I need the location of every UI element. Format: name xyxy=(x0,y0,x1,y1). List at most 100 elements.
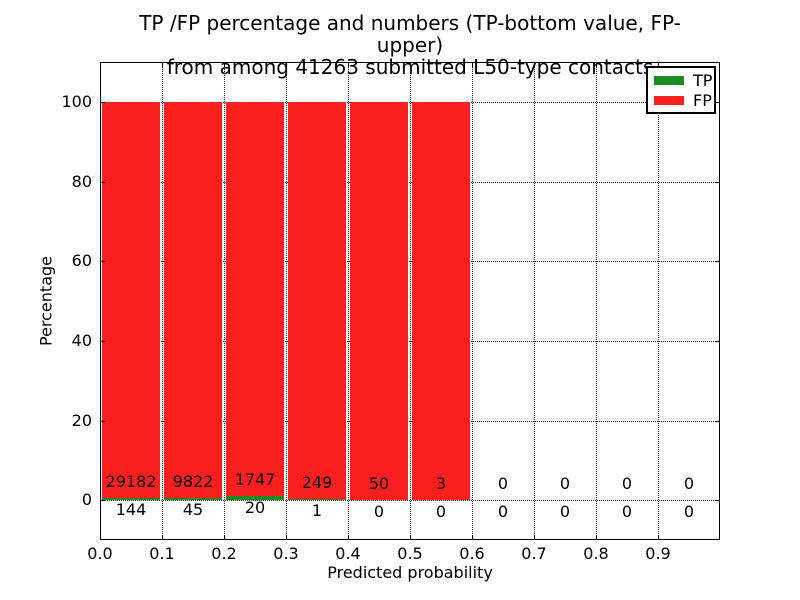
x-tick-top xyxy=(100,63,101,67)
tp-count-label: 0 xyxy=(497,502,509,522)
gridline-vertical xyxy=(472,62,473,540)
legend-item-tp: TP xyxy=(654,72,712,88)
x-tick-bottom xyxy=(410,535,411,539)
fp-count-label: 0 xyxy=(559,474,571,494)
gridline-horizontal xyxy=(100,420,720,422)
x-tick-label: 0.3 xyxy=(273,544,299,563)
x-tick-bottom xyxy=(348,535,349,539)
fp-count-label: 50 xyxy=(368,474,390,494)
x-tick-label: 0.6 xyxy=(459,544,485,563)
gridline-vertical xyxy=(348,62,349,540)
tp-count-label: 0 xyxy=(559,502,571,522)
legend: TP FP xyxy=(646,66,716,114)
chart-title-line1: TP /FP percentage and numbers (TP-bottom… xyxy=(139,11,681,57)
fp-legend-swatch xyxy=(654,95,684,105)
fp-count-label: 1747 xyxy=(234,469,276,489)
x-tick-label: 0.7 xyxy=(521,544,547,563)
fp-count-label: 29182 xyxy=(105,472,157,492)
y-tick-label: 20 xyxy=(71,410,92,430)
y-tick-right xyxy=(715,181,719,183)
gridline-vertical xyxy=(410,62,411,540)
x-tick-bottom xyxy=(472,535,473,539)
tp-count-label: 20 xyxy=(244,497,266,517)
y-tick-right xyxy=(715,420,719,422)
y-tick-label: 80 xyxy=(71,171,92,191)
fp-count-label: 0 xyxy=(621,474,633,494)
x-tick-label: 0.9 xyxy=(645,544,671,563)
tp-bar xyxy=(226,495,284,501)
x-tick-top xyxy=(472,63,473,67)
gridline-vertical xyxy=(596,62,597,540)
x-tick-top xyxy=(658,63,659,67)
gridline-horizontal xyxy=(100,340,720,342)
tp-count-label: 45 xyxy=(182,500,204,520)
fp-count-label: 3 xyxy=(435,474,447,494)
x-tick-label: 0.5 xyxy=(397,544,423,563)
fp-bar xyxy=(350,101,408,501)
x-tick-bottom xyxy=(286,535,287,539)
x-tick-top xyxy=(348,63,349,67)
x-tick-bottom xyxy=(162,535,163,539)
gridline-horizontal xyxy=(100,500,720,502)
y-tick-right xyxy=(715,500,719,502)
x-tick-top xyxy=(410,63,411,67)
y-tick-left xyxy=(101,101,105,103)
tp-legend-swatch xyxy=(654,75,684,85)
y-tick-left xyxy=(101,340,105,342)
y-tick-left xyxy=(101,500,105,502)
x-tick-label: 0.4 xyxy=(335,544,361,563)
gridline-vertical xyxy=(162,62,163,540)
x-tick-bottom xyxy=(658,535,659,539)
fp-bar xyxy=(412,101,470,501)
y-tick-left xyxy=(101,420,105,422)
gridline-vertical xyxy=(286,62,287,540)
tp-count-label: 0 xyxy=(621,502,633,522)
y-tick-right xyxy=(715,101,719,103)
x-tick-bottom xyxy=(100,535,101,539)
tp-count-label: 144 xyxy=(115,500,147,520)
gridline-vertical xyxy=(224,62,225,540)
tp-count-label: 1 xyxy=(311,500,323,520)
x-axis-label: Predicted probability xyxy=(327,563,493,582)
y-tick-left xyxy=(101,181,105,183)
y-tick-right xyxy=(715,340,719,342)
y-tick-label: 40 xyxy=(71,330,92,350)
tp-count-label: 0 xyxy=(683,502,695,522)
gridline-horizontal xyxy=(100,101,720,103)
gridline-vertical xyxy=(534,62,535,540)
x-tick-label: 0.2 xyxy=(211,544,237,563)
fp-bar xyxy=(102,101,160,499)
tp-bar xyxy=(288,498,346,501)
x-tick-label: 0.1 xyxy=(149,544,175,563)
fp-count-label: 0 xyxy=(497,474,509,494)
fp-legend-label: FP xyxy=(693,90,712,110)
x-tick-top xyxy=(162,63,163,67)
fp-count-label: 249 xyxy=(301,472,333,492)
legend-item-fp: FP xyxy=(654,92,712,108)
x-tick-label: 0.8 xyxy=(583,544,609,563)
fp-bar xyxy=(164,101,222,499)
x-tick-bottom xyxy=(224,535,225,539)
x-tick-bottom xyxy=(596,535,597,539)
fp-bar xyxy=(226,101,284,496)
tp-count-label: 0 xyxy=(435,502,447,522)
x-tick-top xyxy=(596,63,597,67)
x-tick-top xyxy=(286,63,287,67)
tp-bar xyxy=(164,498,222,501)
y-tick-label: 60 xyxy=(71,251,92,271)
gridline-vertical xyxy=(658,62,659,540)
y-tick-left xyxy=(101,261,105,263)
y-tick-label: 100 xyxy=(61,91,92,111)
y-tick-right xyxy=(715,261,719,263)
x-tick-top xyxy=(534,63,535,67)
x-tick-top xyxy=(224,63,225,67)
gridline-horizontal xyxy=(100,181,720,183)
x-tick-label: 0.0 xyxy=(87,544,113,563)
tp-bar xyxy=(102,498,160,501)
fp-count-label: 9822 xyxy=(172,472,214,492)
tp-count-label: 0 xyxy=(373,502,385,522)
fp-count-label: 0 xyxy=(683,474,695,494)
tp-legend-label: TP xyxy=(693,70,713,90)
gridline-horizontal xyxy=(100,261,720,263)
